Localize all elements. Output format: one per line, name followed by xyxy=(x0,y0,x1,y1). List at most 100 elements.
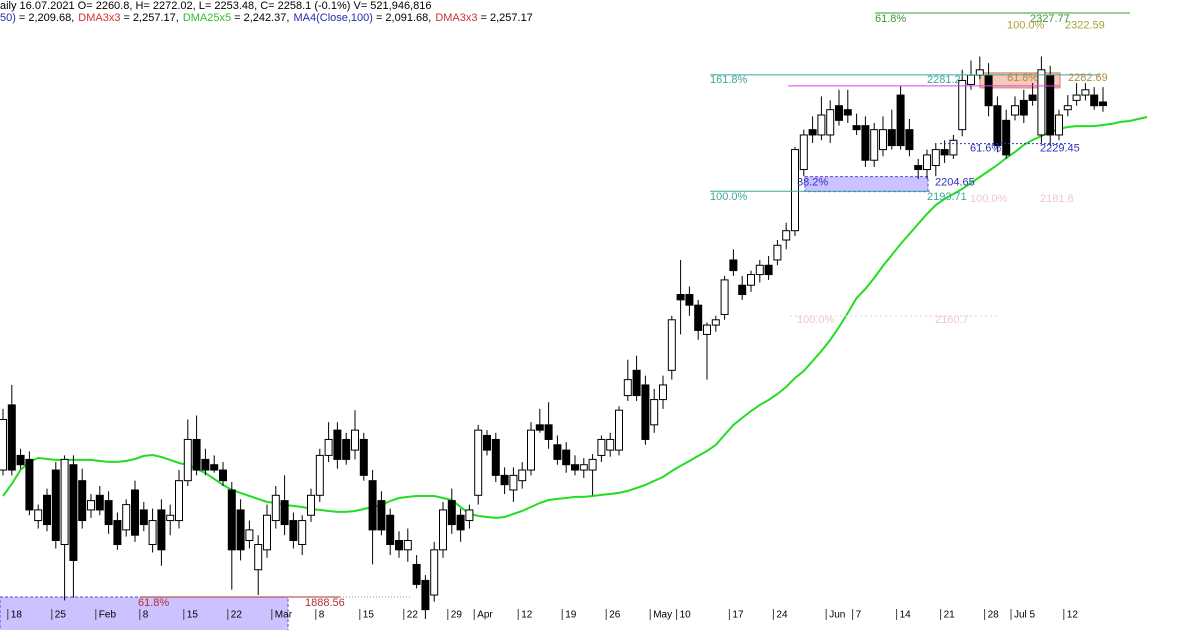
candle-body xyxy=(342,438,351,460)
date-label: 21 xyxy=(944,610,956,621)
candle-body xyxy=(632,369,641,397)
candle-body xyxy=(826,109,835,136)
legend-value: = 2,209.68, xyxy=(19,12,74,24)
candle-body xyxy=(51,469,60,542)
candle-body xyxy=(175,480,183,522)
candle-body xyxy=(439,509,447,551)
candle-body xyxy=(984,74,993,107)
date-label: 14 xyxy=(900,610,912,621)
candle-body xyxy=(571,464,579,471)
date-label: 15 xyxy=(187,610,199,621)
candle-body xyxy=(1037,69,1046,136)
candle-body xyxy=(993,105,1002,147)
level-percent: 100.0% xyxy=(970,193,1008,205)
date-label: 25 xyxy=(55,610,67,621)
candle-body xyxy=(395,540,403,551)
candle-body xyxy=(579,464,588,471)
candle-body xyxy=(139,509,148,526)
legend-name: MA4(Close,100) xyxy=(293,12,372,24)
candle-body xyxy=(87,500,95,511)
candle-body xyxy=(157,509,166,551)
legend-name: 50) xyxy=(0,12,16,24)
candle-body xyxy=(201,458,210,471)
candle-body xyxy=(791,149,799,232)
candle-body xyxy=(25,458,34,511)
date-label: Mar xyxy=(275,610,293,621)
background-layer xyxy=(0,72,1061,630)
candle-body xyxy=(263,514,271,551)
candle-body xyxy=(641,384,650,440)
candle-body xyxy=(747,274,755,286)
candle-body xyxy=(659,384,667,401)
candle-body xyxy=(852,125,861,131)
candle-body xyxy=(192,438,201,471)
candle-body xyxy=(351,429,359,451)
level-price: 2160.7 xyxy=(935,314,969,326)
candle-body xyxy=(333,429,342,460)
date-label: 22 xyxy=(407,610,419,621)
candle-body xyxy=(1019,99,1028,116)
date-label: Jun xyxy=(829,610,845,621)
candle-body xyxy=(799,134,808,171)
candle-body xyxy=(1046,74,1055,136)
candle-body xyxy=(887,129,896,147)
date-label: 29 xyxy=(451,610,463,621)
candle-body xyxy=(298,520,307,546)
candle-body xyxy=(544,424,553,440)
date-label: 24 xyxy=(776,610,788,621)
candle-body xyxy=(271,494,280,522)
candle-body xyxy=(289,520,298,542)
candle-body xyxy=(307,494,315,516)
candle-body xyxy=(386,514,395,546)
legend-name: DMA3x3 xyxy=(78,12,120,24)
level-box xyxy=(0,596,289,630)
candle-body xyxy=(711,319,720,326)
candle-body xyxy=(720,279,729,315)
date-label: May xyxy=(653,610,672,621)
level-percent: 38.2% xyxy=(797,177,828,189)
candle-body xyxy=(500,474,509,486)
date-label: 10 xyxy=(680,610,692,621)
candle-body xyxy=(553,444,562,460)
candle-body xyxy=(967,74,975,85)
candle-body xyxy=(764,264,773,276)
header-line: aily 16.07.2021 O= 2260.8, H= 2272.02, L… xyxy=(0,0,431,12)
candle-body xyxy=(518,469,527,482)
candle-body xyxy=(219,469,227,482)
candle-body xyxy=(509,474,518,491)
date-label: 12 xyxy=(1067,610,1079,621)
candle-body xyxy=(166,514,175,522)
candle-body xyxy=(430,549,439,596)
candle-body xyxy=(975,69,984,76)
date-label: 17 xyxy=(732,610,744,621)
date-label: 26 xyxy=(609,610,621,621)
date-label: 8 xyxy=(319,610,325,621)
candle-body xyxy=(861,125,870,161)
candle-body xyxy=(456,514,465,531)
candle-body xyxy=(755,264,764,276)
candle-body xyxy=(896,94,905,147)
date-label: Jul 5 xyxy=(1014,610,1036,621)
candle-body xyxy=(782,230,791,241)
date-label: 19 xyxy=(565,610,577,621)
candle-body xyxy=(623,379,632,397)
date-label: Feb xyxy=(99,610,117,621)
candle-body xyxy=(474,429,483,496)
candle-body xyxy=(914,165,923,171)
candle-body xyxy=(227,489,236,551)
candle-body xyxy=(95,494,104,511)
legend-value: = 2,257.17 xyxy=(481,12,533,24)
candle-body xyxy=(685,294,694,306)
candle-body xyxy=(817,114,826,136)
candle-body xyxy=(34,509,43,522)
candle-body xyxy=(113,520,122,546)
candle-body xyxy=(650,399,659,426)
candle-body xyxy=(527,429,535,471)
candle-body xyxy=(694,304,703,331)
level-percent: 100.0% xyxy=(710,191,748,203)
candle-body xyxy=(562,449,571,466)
level-percent: 61.8% xyxy=(875,13,906,25)
date-label: 22 xyxy=(231,610,243,621)
level-price: 2204.65 xyxy=(935,177,975,189)
